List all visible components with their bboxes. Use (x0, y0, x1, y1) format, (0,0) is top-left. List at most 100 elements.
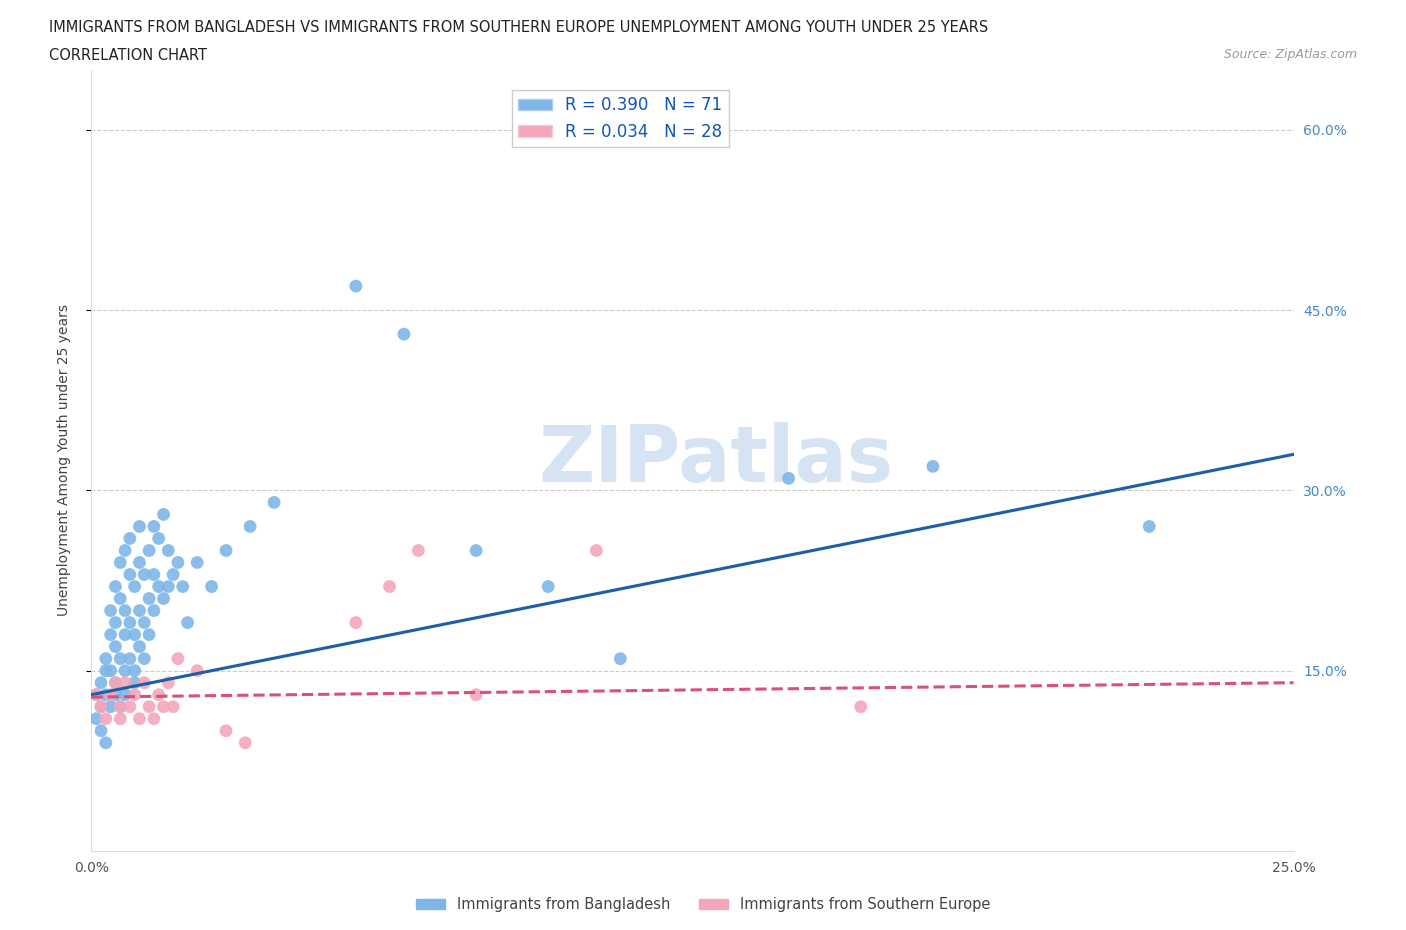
Point (94, 651, 117, 666)
Point (537, 579, 560, 594)
Point (148, 579, 170, 594)
Point (118, 651, 141, 666)
Point (142, 567, 165, 582)
Y-axis label: Unemployment Among Youth under 25 years: Unemployment Among Youth under 25 years (56, 304, 70, 617)
Point (84, 687, 107, 702)
Point (157, 543, 180, 558)
Point (201, 579, 224, 594)
Point (110, 711, 132, 726)
Point (344, 615, 367, 630)
Point (124, 675, 146, 690)
Point (90, 675, 112, 690)
Point (778, 471, 800, 485)
Point (162, 699, 184, 714)
Point (344, 279, 367, 294)
Point (118, 567, 141, 582)
Point (104, 675, 127, 690)
Point (162, 567, 184, 582)
Point (138, 699, 160, 714)
Text: Source: ZipAtlas.com: Source: ZipAtlas.com (1223, 48, 1357, 61)
Point (849, 699, 872, 714)
Text: IMMIGRANTS FROM BANGLADESH VS IMMIGRANTS FROM SOUTHERN EUROPE UNEMPLOYMENT AMONG: IMMIGRANTS FROM BANGLADESH VS IMMIGRANTS… (49, 20, 988, 35)
Point (172, 579, 194, 594)
Point (90, 699, 112, 714)
Point (110, 555, 132, 570)
Point (124, 627, 146, 642)
Point (124, 687, 146, 702)
Point (138, 543, 160, 558)
Point (609, 651, 631, 666)
Point (118, 699, 141, 714)
Point (100, 627, 122, 642)
Point (922, 458, 945, 473)
Point (239, 519, 262, 534)
Point (167, 651, 190, 666)
Point (128, 639, 150, 654)
Point (90, 699, 112, 714)
Point (176, 615, 198, 630)
Point (142, 519, 165, 534)
Point (114, 663, 136, 678)
Point (114, 675, 136, 690)
Point (104, 615, 127, 630)
Point (157, 579, 180, 594)
Point (118, 531, 141, 546)
Point (114, 604, 136, 618)
Point (186, 555, 208, 570)
Point (118, 615, 141, 630)
Point (138, 627, 160, 642)
Point (128, 555, 150, 570)
Point (142, 604, 165, 618)
Point (124, 663, 146, 678)
Point (138, 591, 160, 606)
Point (167, 555, 190, 570)
Point (100, 604, 122, 618)
Legend: Immigrants from Bangladesh, Immigrants from Southern Europe: Immigrants from Bangladesh, Immigrants f… (411, 891, 995, 918)
Point (152, 591, 174, 606)
Point (110, 591, 132, 606)
Point (134, 651, 156, 666)
Point (84, 711, 107, 726)
Point (84, 687, 107, 702)
Point (134, 567, 156, 582)
Point (134, 675, 156, 690)
Point (128, 519, 150, 534)
Text: CORRELATION CHART: CORRELATION CHART (49, 48, 207, 63)
Point (100, 663, 122, 678)
Point (124, 579, 146, 594)
Point (94, 687, 117, 702)
Point (215, 724, 238, 738)
Point (392, 326, 415, 341)
Point (128, 711, 150, 726)
Point (104, 639, 127, 654)
Point (142, 711, 165, 726)
Point (408, 543, 430, 558)
Point (110, 699, 132, 714)
Point (104, 579, 127, 594)
Point (148, 687, 170, 702)
Point (585, 543, 607, 558)
Point (233, 736, 256, 751)
Point (104, 675, 127, 690)
Point (94, 736, 117, 751)
Legend: R = 0.390   N = 71, R = 0.034   N = 28: R = 0.390 N = 71, R = 0.034 N = 28 (512, 90, 728, 148)
Point (128, 604, 150, 618)
Point (378, 579, 401, 594)
Point (110, 699, 132, 714)
Point (152, 507, 174, 522)
Point (186, 663, 208, 678)
Point (94, 711, 117, 726)
Point (148, 531, 170, 546)
Point (114, 687, 136, 702)
Point (100, 687, 122, 702)
Point (465, 687, 488, 702)
Point (114, 627, 136, 642)
Point (94, 663, 117, 678)
Point (114, 543, 136, 558)
Point (152, 699, 174, 714)
Point (134, 615, 156, 630)
Point (90, 724, 112, 738)
Point (104, 687, 127, 702)
Point (263, 495, 285, 510)
Point (157, 675, 180, 690)
